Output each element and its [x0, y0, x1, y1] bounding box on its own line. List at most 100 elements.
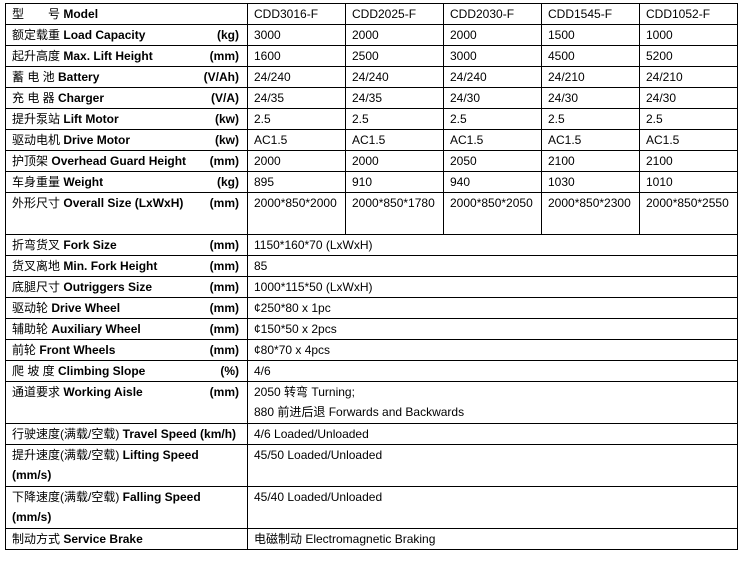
spec-value: 4/6 Loaded/Unloaded: [254, 427, 369, 441]
row-value: 1500: [541, 24, 640, 46]
model-name: CDD2025-F: [345, 3, 444, 25]
row-label: 额定载重 Load Capacity (kg): [5, 24, 248, 46]
model-name: CDD1052-F: [639, 3, 738, 25]
spec-row: 辅助轮 Auxiliary Wheel (mm) ¢150*50 x 2pcs: [5, 318, 738, 340]
row-value: 2000: [443, 24, 542, 46]
row-label: 提升速度(满载/空载) Lifting Speed (mm/s): [5, 444, 248, 487]
unit: (mm): [209, 259, 239, 273]
row-value: 24/240: [345, 66, 444, 88]
table-row: 外形尺寸 Overall Size (LxWxH) (mm) 2000*850*20…: [5, 192, 738, 235]
row-label: 制动方式 Service Brake: [5, 528, 248, 550]
table-row: 车身重量 Weight (kg) 895 910 940 1030 1010: [5, 171, 738, 193]
row-value: 5200: [639, 45, 738, 67]
model-name: CDD2030-F: [443, 3, 542, 25]
row-value: 910: [345, 171, 444, 193]
row-value: 3000: [443, 45, 542, 67]
unit: (V/A): [211, 91, 239, 105]
label-en: Drive Motor: [63, 133, 131, 147]
spec-row: 底腿尺寸 Outriggers Size (mm) 1000*115*50 (LxW…: [5, 276, 738, 298]
row-value: 45/50 Loaded/Unloaded: [247, 444, 738, 487]
row-value: 2.5: [541, 108, 640, 130]
label-cn: 底腿尺寸: [12, 280, 61, 294]
label-en: Min. Fork Height: [63, 259, 158, 273]
unit: (mm): [209, 301, 239, 315]
unit: (mm): [209, 196, 239, 210]
row-value: 2.5: [345, 108, 444, 130]
label-cn: 辅助轮: [12, 322, 49, 336]
label-en: Battery: [58, 70, 100, 84]
row-label: 底腿尺寸 Outriggers Size (mm): [5, 276, 248, 298]
label-en: Charger: [58, 91, 105, 105]
row-value: 24/240: [443, 66, 542, 88]
row-value: 24/35: [345, 87, 444, 109]
spec-row: 折弯货叉 Fork Size (mm) 1150*160*70 (LxWxH): [5, 234, 738, 256]
table-row: 起升高度 Max. Lift Height (mm) 1600 2500 3000 450…: [5, 45, 738, 67]
row-label: 车身重量 Weight (kg): [5, 171, 248, 193]
row-value: 2100: [541, 150, 640, 172]
row-value: 4500: [541, 45, 640, 67]
spec-row: 货叉离地 Min. Fork Height (mm) 85: [5, 255, 738, 277]
table-row: 额定载重 Load Capacity (kg) 3000 2000 2000 1500 10…: [5, 24, 738, 46]
spec-value: 45/50 Loaded/Unloaded: [254, 448, 383, 462]
row-value: 2000*850*2300: [541, 192, 640, 235]
unit: (mm): [209, 385, 239, 399]
row-value: 2.5: [247, 108, 346, 130]
unit: (mm): [209, 154, 239, 168]
label-en: Load Capacity: [63, 28, 146, 42]
row-value: 2.5: [443, 108, 542, 130]
row-value: ¢80*70 x 4pcs: [247, 339, 738, 361]
label-en: Lift Motor: [63, 112, 119, 126]
row-value: 24/210: [541, 66, 640, 88]
row-label: 提升泵站 Lift Motor (kw): [5, 108, 248, 130]
unit: (kg): [217, 175, 239, 189]
row-value: 24/30: [639, 87, 738, 109]
row-value: 24/240: [247, 66, 346, 88]
unit: (mm): [209, 238, 239, 252]
spec-value: 电磁制动 Electromagnetic Braking: [254, 532, 436, 546]
spec-value: 2050 转弯 Turning;: [254, 385, 355, 399]
row-label: 通道要求 Working Aisle (mm): [5, 381, 248, 424]
model-label-cell: 型 号 Model: [5, 3, 248, 25]
row-label: 行驶速度(满载/空载) Travel Speed (km/h): [5, 423, 248, 445]
spec-row: 制动方式 Service Brake 电磁制动 Electromagnetic B…: [5, 528, 738, 550]
row-label: 爬 坡 度 Climbing Slope (%): [5, 360, 248, 382]
unit: (kg): [217, 28, 239, 42]
model-name: CDD3016-F: [247, 3, 346, 25]
unit: (kw): [215, 112, 239, 126]
label-cn: 型 号: [12, 7, 61, 21]
spec-value: ¢250*80 x 1pc: [254, 301, 331, 315]
label-en: Weight: [63, 175, 104, 189]
label-cn: 货叉离地: [12, 259, 61, 273]
row-label: 驱动轮 Drive Wheel (mm): [5, 297, 248, 319]
row-value: 2000: [345, 24, 444, 46]
label-en: Travel Speed (km/h): [122, 427, 237, 441]
label-cn: 额定载重: [12, 28, 61, 42]
row-value: 2000*850*1780: [345, 192, 444, 235]
spec-table: 型 号 Model CDD3016-F CDD2025-F CDD2030-F CDD1…: [5, 3, 738, 550]
row-label: 前轮 Front Wheels (mm): [5, 339, 248, 361]
row-value: 1150*160*70 (LxWxH): [247, 234, 738, 256]
row-value: 45/40 Loaded/Unloaded: [247, 486, 738, 529]
label-cn: 外形尺寸: [12, 196, 61, 210]
row-label: 起升高度 Max. Lift Height (mm): [5, 45, 248, 67]
row-label: 驱动电机 Drive Motor (kw): [5, 129, 248, 151]
row-value: 4/6 Loaded/Unloaded: [247, 423, 738, 445]
row-value: 2000*850*2000: [247, 192, 346, 235]
label-cn: 起升高度: [12, 49, 61, 63]
row-value: 1000: [639, 24, 738, 46]
unit: (%): [220, 364, 239, 378]
row-value: AC1.5: [247, 129, 346, 151]
unit: (V/Ah): [203, 70, 239, 84]
row-value: ¢250*80 x 1pc: [247, 297, 738, 319]
row-value: 1030: [541, 171, 640, 193]
row-value: 1600: [247, 45, 346, 67]
spec-value: 1150*160*70 (LxWxH): [254, 238, 373, 252]
row-value: 2000*850*2050: [443, 192, 542, 235]
table-row: 驱动电机 Drive Motor (kw) AC1.5 AC1.5 AC1.5 AC1.5…: [5, 129, 738, 151]
label-cn: 爬 坡 度: [12, 364, 55, 378]
row-value: 2050: [443, 150, 542, 172]
table-row: 蓄 电 池 Battery (V/Ah) 24/240 24/240 24/240 24/…: [5, 66, 738, 88]
row-value: 24/210: [639, 66, 738, 88]
label-cn: 通道要求: [12, 385, 61, 399]
table-row: 护顶架 Overhead Guard Height (mm) 2000 2000 205…: [5, 150, 738, 172]
